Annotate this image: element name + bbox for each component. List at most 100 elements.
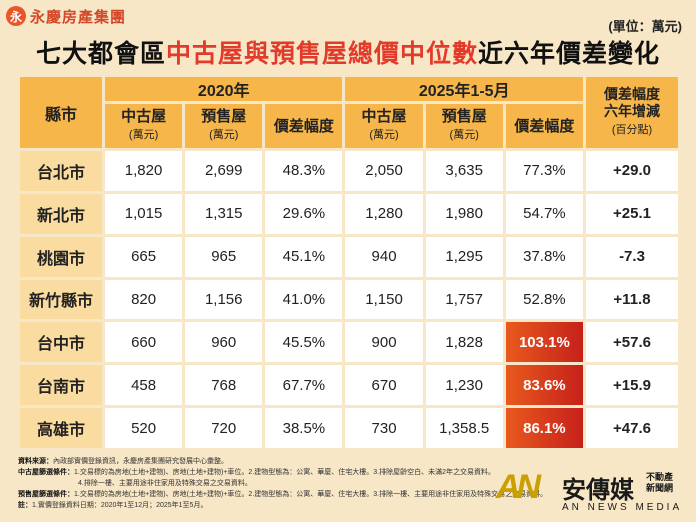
gap-2025-cell: 37.8% <box>505 236 583 277</box>
unit-label: (單位：萬元) <box>608 19 682 34</box>
used-2020-cell: 665 <box>105 236 183 277</box>
presale-2020-cell: 965 <box>185 236 263 277</box>
note-remark-text: 1.實價登錄資料日期：2020年1至12月；2025年1至5月。 <box>32 502 208 509</box>
gap-2025-cell: 54.7% <box>505 193 583 234</box>
note-source: 資料來源：內政部實價登錄資訊，永慶房產集團研究發展中心彙整。 <box>18 456 518 467</box>
col-presale-2020: 預售屋 (萬元) <box>185 104 263 148</box>
an-logo-icon: AN <box>496 468 541 506</box>
footnotes: 資料來源：內政部實價登錄資訊，永慶房產集團研究發展中心彙整。 中古屋篩選條件：1… <box>18 456 547 511</box>
col-presale-2025: 預售屋 (萬元) <box>425 104 503 148</box>
presale-2025-cell: 1,828 <box>425 322 503 363</box>
note-remark-label: 註： <box>18 502 32 509</box>
change-cell: +11.8 <box>586 279 678 320</box>
change-cell: -7.3 <box>586 236 678 277</box>
used-2025-cell: 670 <box>345 365 423 406</box>
table-row: 台北市 1,820 2,699 48.3% 2,050 3,635 77.3% … <box>20 151 678 191</box>
city-cell: 新竹縣市 <box>20 279 102 320</box>
change-cell: +57.6 <box>586 322 678 363</box>
presale-2025-cell: 1,295 <box>425 236 503 277</box>
change-header-line1: 價差幅度 <box>604 86 660 102</box>
gap-2025-cell: 52.8% <box>505 279 583 320</box>
gap-2020-cell: 48.3% <box>265 151 343 191</box>
table-row: 新北市 1,015 1,315 29.6% 1,280 1,980 54.7% … <box>20 193 678 234</box>
table-row: 台中市 660 960 45.5% 900 1,828 103.1% +57.6 <box>20 322 678 363</box>
table-row: 高雄市 520 720 38.5% 730 1,358.5 86.1% +47.… <box>20 408 678 448</box>
presale-2020-cell: 768 <box>185 365 263 406</box>
table-row: 新竹縣市 820 1,156 41.0% 1,150 1,757 52.8% +… <box>20 279 678 320</box>
price-table: 縣市 2020年 2025年1-5月 價差幅度 六年增減 (百分點) 中古屋 (萬… <box>17 74 681 451</box>
brand-sub-line2: 新聞網 <box>646 483 674 493</box>
note-source-text: 內政部實價登錄資訊，永慶房產集團研究發展中心彙整。 <box>53 458 228 465</box>
gap-2025-cell-highlight: 103.1% <box>505 322 583 363</box>
city-cell: 高雄市 <box>20 408 102 448</box>
presale-2020-cell: 960 <box>185 322 263 363</box>
presale-2020-cell: 2,699 <box>185 151 263 191</box>
presale-2025-cell: 1,757 <box>425 279 503 320</box>
brand-sub-line1: 不動產 <box>646 472 674 482</box>
city-cell: 台中市 <box>20 322 102 363</box>
change-cell: +29.0 <box>586 151 678 191</box>
presale-2025-cell: 1,358.5 <box>425 408 503 448</box>
note-remark: 註：1.實價登錄資料日期：2020年1至12月；2025年1至5月。 <box>18 500 518 511</box>
note-source-label: 資料來源： <box>18 458 53 465</box>
year-2020-header: 2020年 <box>105 77 343 101</box>
title-suffix: 近六年價差變化 <box>478 40 661 68</box>
change-header: 價差幅度 六年增減 (百分點) <box>586 77 678 148</box>
table-row: 台南市 458 768 67.7% 670 1,230 83.6% +15.9 <box>20 365 678 406</box>
used-2020-cell: 458 <box>105 365 183 406</box>
col-gap-2025: 價差幅度 <box>505 104 583 148</box>
col-unit-label: (萬元) <box>369 129 399 141</box>
brand-name: 安傳媒 <box>562 477 634 504</box>
note-used-filter-cont: 4.排除一樓、主要用途非住家用及特殊交易之交易資料。 <box>78 480 252 487</box>
used-2020-cell: 1,015 <box>105 193 183 234</box>
used-2025-cell: 900 <box>345 322 423 363</box>
note-presale-label: 預售屋篩選條件： <box>18 491 74 498</box>
city-header: 縣市 <box>20 77 102 148</box>
title-highlight: 中古屋與預售屋總價中位數 <box>165 40 478 68</box>
city-cell: 新北市 <box>20 193 102 234</box>
city-cell: 台北市 <box>20 151 102 191</box>
used-2025-cell: 730 <box>345 408 423 448</box>
change-header-line2: 六年增減 <box>604 103 660 119</box>
yungching-logo: 永 永慶房產集團 <box>6 4 126 28</box>
used-2020-cell: 820 <box>105 279 183 320</box>
gap-2025-cell-highlight: 83.6% <box>505 365 583 406</box>
table-row: 桃園市 665 965 45.1% 940 1,295 37.8% -7.3 <box>20 236 678 277</box>
note-used-filter: 中古屋篩選條件：1.交易標的為房地(土地+建物)、房地(土地+建物)+車位。2.… <box>18 467 518 478</box>
presale-2020-cell: 1,315 <box>185 193 263 234</box>
top-bar: 永 永慶房產集團 (單位：萬元) <box>0 0 696 36</box>
change-header-unit: (百分點) <box>611 124 653 136</box>
brand-sub: 不動產 新聞網 <box>646 472 673 494</box>
used-2025-cell: 1,280 <box>345 193 423 234</box>
used-2020-cell: 1,820 <box>105 151 183 191</box>
year-2025-header: 2025年1-5月 <box>345 77 583 101</box>
note-used-label: 中古屋篩選條件： <box>18 469 74 476</box>
presale-2020-cell: 720 <box>185 408 263 448</box>
gap-2020-cell: 41.0% <box>265 279 343 320</box>
used-2025-cell: 940 <box>345 236 423 277</box>
used-2020-cell: 520 <box>105 408 183 448</box>
gap-2020-cell: 45.1% <box>265 236 343 277</box>
note-presale-text: 1.交易標的為房地(土地+建物)、房地(土地+建物)+車位。2.建物型態為：公寓… <box>74 491 548 498</box>
col-unit-label: (萬元) <box>128 129 159 141</box>
note-used-text: 1.交易標的為房地(土地+建物)、房地(土地+建物)+車位。2.建物型態為：公寓… <box>74 469 495 476</box>
used-2025-cell: 2,050 <box>345 151 423 191</box>
col-unit-label: (萬元) <box>449 129 479 141</box>
presale-2025-cell: 1,980 <box>425 193 503 234</box>
presale-2020-cell: 1,156 <box>185 279 263 320</box>
gap-2020-cell: 38.5% <box>265 408 343 448</box>
col-used-label: 中古屋 <box>361 108 407 125</box>
note-presale-filter: 預售屋篩選條件：1.交易標的為房地(土地+建物)、房地(土地+建物)+車位。2.… <box>18 489 547 500</box>
col-used-2025: 中古屋 (萬元) <box>345 104 423 148</box>
presale-2025-cell: 1,230 <box>425 365 503 406</box>
col-used-2020: 中古屋 (萬元) <box>105 104 183 148</box>
used-2025-cell: 1,150 <box>345 279 423 320</box>
logo-text: 永慶房產集團 <box>30 8 127 26</box>
change-cell: +25.1 <box>586 193 678 234</box>
logo-mark-icon: 永 <box>6 6 26 26</box>
col-used-label: 中古屋 <box>121 108 167 125</box>
change-cell: +15.9 <box>586 365 678 406</box>
change-cell: +47.6 <box>586 408 678 448</box>
page-title: 七大都會區中古屋與預售屋總價中位數近六年價差變化 <box>0 34 696 70</box>
city-cell: 台南市 <box>20 365 102 406</box>
